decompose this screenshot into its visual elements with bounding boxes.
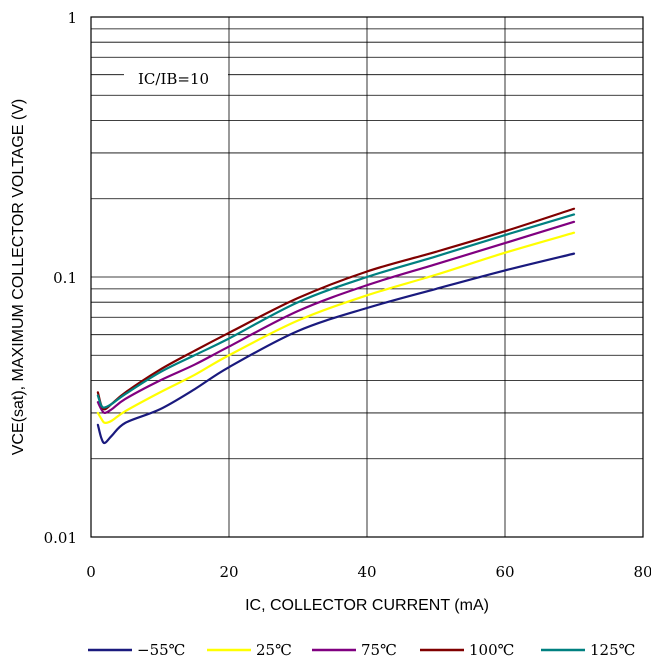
- x-tick-label: 0: [86, 563, 96, 581]
- series-line-1: [96, 231, 576, 424]
- series-line-2: [96, 220, 576, 415]
- y-tick-label: 0.1: [53, 269, 77, 287]
- series-line-3: [96, 207, 576, 411]
- legend-label: −55℃: [137, 641, 185, 659]
- x-tick-label: 20: [219, 563, 238, 581]
- series-line-4: [96, 213, 576, 409]
- y-tick-label: 1: [67, 9, 77, 27]
- plot-frame: [90, 16, 644, 538]
- annotation: IC/IB=10: [124, 66, 228, 92]
- y-axis-title: VCE(sat), MAXIMUM COLLECTOR VOLTAGE (V): [10, 99, 27, 456]
- x-axis-title: IC, COLLECTOR CURRENT (mA): [245, 597, 489, 614]
- x-tick-label: 60: [495, 563, 514, 581]
- legend-label: 100℃: [469, 641, 514, 659]
- legend-label: 25℃: [256, 641, 292, 659]
- y-tick-label: 0.01: [44, 529, 77, 547]
- x-tick-label: 80: [633, 563, 651, 581]
- annotation-background: [124, 66, 228, 92]
- series-curves: [96, 207, 576, 445]
- series-line-0: [96, 252, 576, 445]
- annotation-text: IC/IB=10: [138, 70, 209, 88]
- legend-label: 75℃: [361, 641, 397, 659]
- legend-label: 125℃: [590, 641, 635, 659]
- legend: −55℃ 25℃ 75℃ 100℃ 125℃: [88, 641, 635, 659]
- y-tick-labels: 0.01 0.1 1: [44, 9, 77, 547]
- x-tick-labels: 0 20 40 60 80: [86, 563, 651, 581]
- x-tick-label: 40: [357, 563, 376, 581]
